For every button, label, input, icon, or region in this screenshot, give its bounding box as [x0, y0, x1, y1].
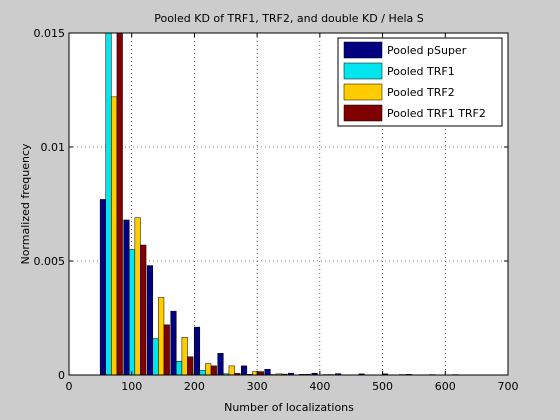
bar-pooled-psuper	[193, 326, 201, 375]
x-tick-label: 700	[498, 380, 519, 393]
x-tick-label: 100	[121, 380, 142, 393]
bar-pooled-trf2	[158, 297, 165, 375]
bar-pooled-trf1-trf2	[210, 365, 217, 375]
x-axis-label: Number of localizations	[224, 401, 354, 414]
bar-pooled-psuper	[264, 369, 271, 375]
legend: Pooled pSuper Pooled TRF1 Pooled TRF2 Poole…	[337, 37, 503, 127]
x-tick-label: 300	[247, 380, 268, 393]
y-tick-label: 0.005	[34, 255, 66, 268]
bar-pooled-psuper	[99, 199, 106, 375]
legend-swatch-pooled-trf1	[343, 62, 383, 80]
bar-pooled-psuper	[170, 310, 177, 375]
bar-pooled-trf1	[152, 338, 159, 375]
bars-group	[99, 33, 506, 375]
bar-pooled-trf1-trf2	[163, 324, 170, 375]
plot-frame	[68, 32, 509, 376]
y-tick-label: 0.01	[41, 141, 66, 154]
bar-pooled-trf1-trf2	[257, 371, 264, 375]
bar-pooled-trf2	[134, 217, 141, 375]
bar-pooled-trf1	[129, 249, 136, 375]
y-tick-label: 0	[58, 369, 65, 382]
legend-swatch-pooled-trf2	[343, 83, 383, 101]
bar-pooled-trf1-trf2	[140, 244, 147, 375]
y-axis-label: Normalized frequency	[19, 143, 32, 265]
legend-label: Pooled pSuper	[387, 44, 467, 57]
bar-pooled-trf1	[176, 361, 183, 375]
x-tick-label: 200	[184, 380, 205, 393]
bar-pooled-psuper	[240, 365, 248, 375]
bar-pooled-psuper	[146, 265, 154, 375]
bar-pooled-trf1-trf2	[116, 33, 123, 375]
bar-pooled-trf2	[205, 363, 212, 375]
bar-pooled-trf2	[111, 96, 118, 375]
bar-pooled-trf1-trf2	[187, 356, 194, 375]
x-tick-label: 600	[435, 380, 456, 393]
legend-swatch-pooled-trf1-trf2	[343, 104, 383, 122]
legend-label: Pooled TRF2	[387, 86, 455, 99]
legend-label: Pooled TRF1 TRF2	[387, 107, 486, 120]
chart-title: Pooled KD of TRF1, TRF2, and double KD /…	[154, 12, 424, 25]
bar-pooled-trf1	[199, 370, 206, 375]
x-tick-label: 500	[372, 380, 393, 393]
legend-swatch-pooled-psuper	[343, 41, 383, 59]
x-tick-label: 0	[66, 380, 73, 393]
bar-pooled-psuper	[217, 353, 224, 375]
bar-pooled-trf2	[228, 365, 235, 375]
x-tick-label: 400	[309, 380, 330, 393]
bar-pooled-psuper	[123, 219, 130, 375]
bar-pooled-trf1	[105, 33, 112, 375]
y-tick-label: 0.015	[34, 27, 66, 40]
legend-label: Pooled TRF1	[387, 65, 455, 78]
bar-pooled-trf2	[181, 337, 188, 375]
